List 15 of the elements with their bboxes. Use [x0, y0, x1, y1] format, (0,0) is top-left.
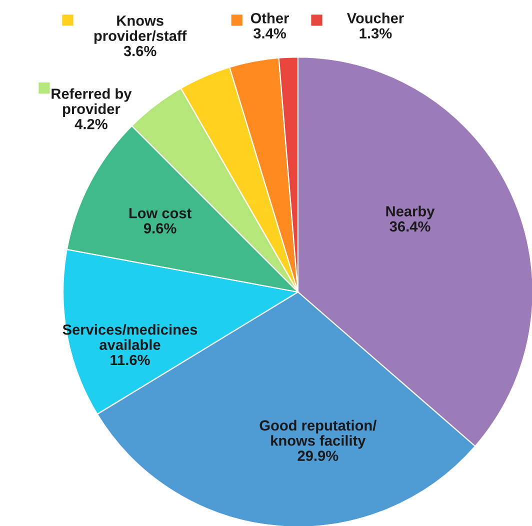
slice-label: Nearby [386, 206, 435, 220]
data-label: 3.6% [124, 46, 156, 56]
data-label: 29.9% [298, 450, 338, 461]
data-label: 11.6% [110, 354, 150, 366]
legend-label: Voucher [346, 12, 404, 24]
data-label: 36.4% [390, 221, 430, 232]
slice-label: Low cost [129, 208, 192, 218]
slice-label: Knows provider/staff [94, 16, 187, 44]
legend-label: Referred by provider [52, 88, 132, 117]
data-label: 9.6% [144, 223, 176, 234]
data-label: 4.2% [74, 118, 108, 130]
data-label: 1.3% [360, 28, 392, 39]
slice-label: Good reputation/ knows facility [260, 420, 377, 449]
data-label: 3.4% [253, 28, 286, 39]
legend-label: Other [250, 12, 289, 24]
